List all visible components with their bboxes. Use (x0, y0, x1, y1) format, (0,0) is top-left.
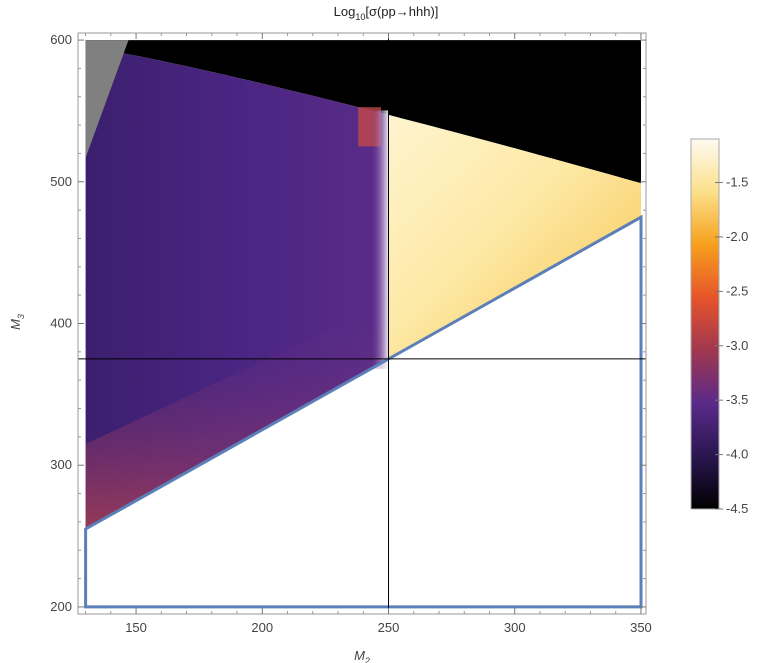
colorbar-tick-label: -1.5 (726, 175, 748, 190)
x-tick-label: 250 (378, 620, 400, 635)
colorbar-tick-label: -2.5 (726, 283, 748, 298)
region-high-mass (388, 114, 641, 359)
chart-title: Log10[σ(pp→hhh)] (334, 4, 439, 22)
plot-area: 150 200 250 300 350 200 300 400 500 600 (50, 32, 652, 635)
y-tick-label: 200 (50, 599, 72, 614)
x-tick-label: 200 (251, 620, 273, 635)
x-tick-label: 350 (630, 620, 652, 635)
region-excluded-top (85, 40, 642, 184)
colorbar-tick-label: -3.5 (726, 392, 748, 407)
colorbar: -1.5 -2.0 -2.5 -3.0 -3.5 -4.0 -4.5 (690, 138, 748, 516)
colorbar-tick-label: -4.0 (726, 447, 748, 462)
x-tick-label: 300 (504, 620, 526, 635)
y-tick-label: 600 (50, 32, 72, 47)
colorbar-tick-label: -4.5 (726, 501, 748, 516)
y-tick-label: 500 (50, 174, 72, 189)
y-tick-label: 400 (50, 316, 72, 331)
region-excluded-corner (85, 40, 129, 158)
colorbar-tick-label: -2.0 (726, 229, 748, 244)
colorbar-gradient (690, 138, 720, 510)
region-transition-strip (370, 110, 389, 369)
colorbar-tick-label: -3.0 (726, 338, 748, 353)
y-axis-label: M3 (8, 314, 26, 330)
y-tick-label: 300 (50, 457, 72, 472)
x-axis-label: M2 (354, 648, 370, 663)
x-tick-label: 150 (125, 620, 147, 635)
region-low-mass (85, 47, 389, 529)
